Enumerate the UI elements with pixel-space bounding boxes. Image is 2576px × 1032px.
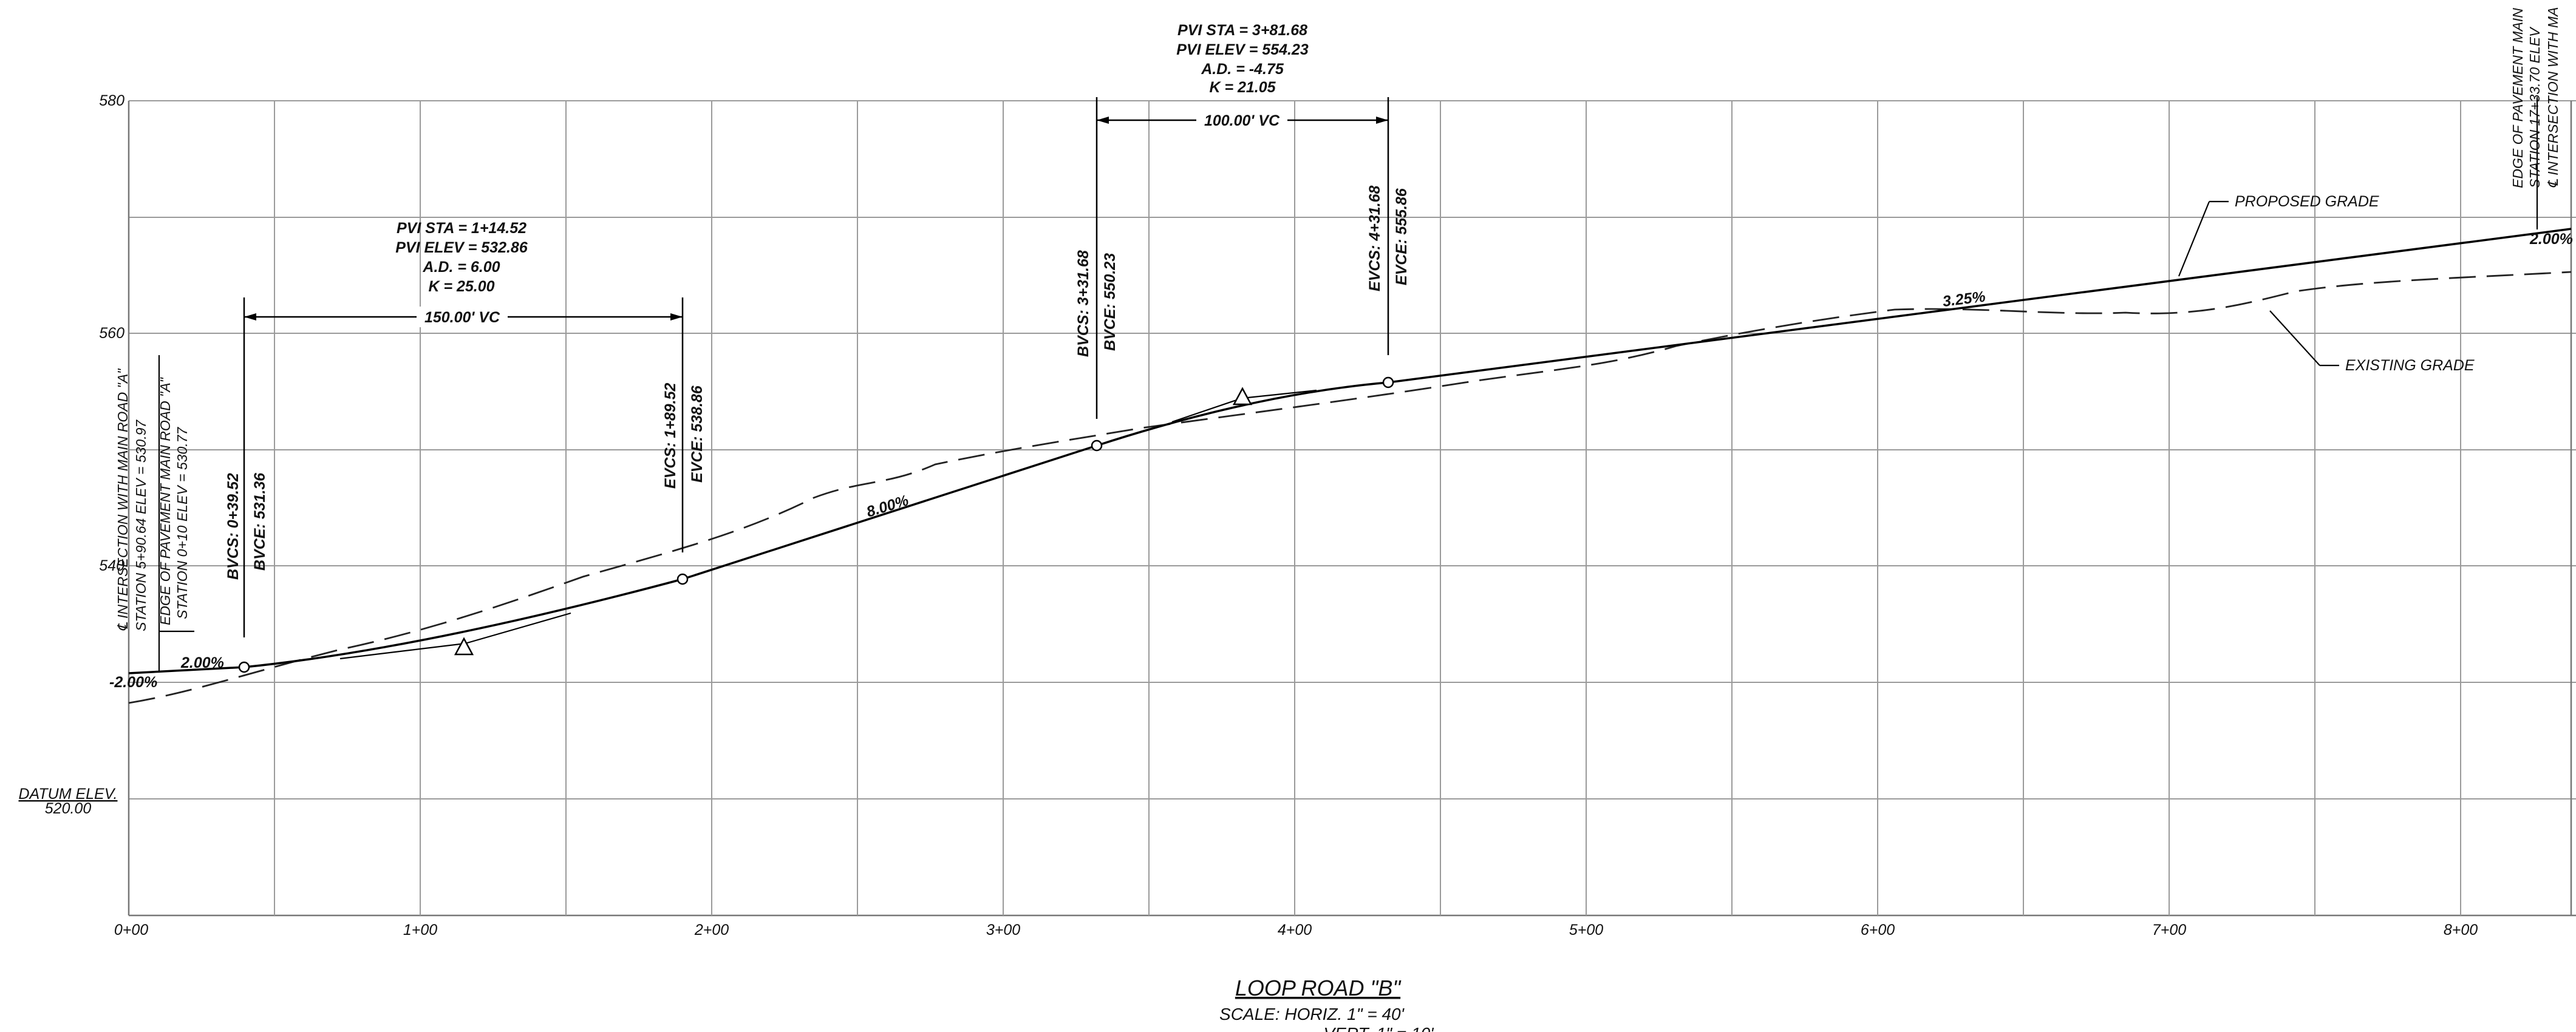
scale-vertical: VERT. 1" = 10' xyxy=(1323,1024,1434,1032)
curve1-bvcs: BVCS: 0+39.52 xyxy=(225,473,242,580)
grade-legend: PROPOSED GRADE EXISTING GRADE xyxy=(2178,193,2475,374)
station-tick: 0+00 xyxy=(114,922,148,939)
pvi-tangent-1b xyxy=(465,612,571,645)
proposed-grade-line xyxy=(128,228,2572,674)
station-tick: 1+00 xyxy=(403,922,437,939)
grade-end: 2.00% xyxy=(2529,231,2573,248)
datum-value: 520.00 xyxy=(45,800,92,817)
curve1-dim-label-bg xyxy=(417,307,508,327)
curve2-ad: A.D. = -4.75 xyxy=(1201,61,1284,78)
station-tick: 7+00 xyxy=(2152,922,2186,939)
end-note-station: STATION 17+33.70 ELEV xyxy=(2527,26,2543,188)
existing-grade-leader xyxy=(2269,310,2320,366)
curve2-evce: EVCE: 555.86 xyxy=(1393,188,1410,285)
curve2-bvcs: BVCS: 3+31.68 xyxy=(1075,250,1092,357)
pvi-triangle-1 xyxy=(454,637,474,656)
grade-labels: -2.00% 2.00% 8.00% 3.25% 2.00% xyxy=(109,231,2573,691)
curve1-bvce: BVCE: 531.36 xyxy=(251,472,268,571)
curve1-pvi-elev: PVI ELEV = 532.86 xyxy=(395,239,528,256)
curve-points xyxy=(238,376,1394,673)
station-tick: 8+00 xyxy=(2444,922,2478,939)
grade-start: 2.00% xyxy=(180,654,224,671)
elevation-tick-580: 580 xyxy=(99,92,124,109)
proposed-grade-leader xyxy=(2178,201,2210,277)
pvi-tangent-2b xyxy=(1241,389,1317,399)
curve2-pvi-elev: PVI ELEV = 554.23 xyxy=(1176,41,1309,58)
curve1-k: K = 25.00 xyxy=(428,278,494,295)
profile-grid xyxy=(128,100,2576,917)
pvi-tangent-1 xyxy=(339,642,466,660)
grade-upper: 3.25% xyxy=(1941,288,1986,310)
datum-label: DATUM ELEV. xyxy=(19,786,118,803)
evc-point-2 xyxy=(1382,376,1394,389)
start-note-edge-station: STATION 0+10 ELEV = 530.77 xyxy=(174,427,190,619)
pvi-tangent-2 xyxy=(1171,397,1242,423)
curve2-dim-arrow-right xyxy=(1376,117,1388,124)
curve2-dim-arrow-left xyxy=(1097,117,1109,124)
curve1-pvi-sta: PVI STA = 1+14.52 xyxy=(397,220,526,237)
curve1-dim-arrow-right xyxy=(670,313,683,321)
grade-middle: 8.00% xyxy=(865,492,911,521)
curve1-evcs: EVCS: 1+89.52 xyxy=(662,382,679,489)
bvc-point-2 xyxy=(1091,440,1103,452)
grade-start-left: -2.00% xyxy=(109,674,157,691)
evc-point-1 xyxy=(676,573,689,585)
elevation-tick-540: 540 xyxy=(99,557,124,574)
end-note-intersection: ℄ INTERSECTION WITH MA xyxy=(2545,7,2561,188)
start-note-intersection: ℄ INTERSECTION WITH MAIN ROAD "A" xyxy=(115,368,131,631)
curve2-evcs: EVCS: 4+31.68 xyxy=(1366,185,1383,291)
curve1-ad: A.D. = 6.00 xyxy=(422,259,500,276)
start-note-edge-pavement: EDGE OF PAVEMENT MAIN ROAD "A" xyxy=(157,376,173,625)
proposed-grade xyxy=(128,228,2572,674)
curve2-pvi-sta: PVI STA = 3+81.68 xyxy=(1177,22,1307,39)
station-tick: 5+00 xyxy=(1569,922,1603,939)
station-axis: 0+00 1+00 2+00 3+00 4+00 5+00 6+00 7+00 … xyxy=(114,922,2478,939)
pvi-triangle-2 xyxy=(1232,387,1253,406)
end-note-edge-pavement: EDGE OF PAVEMENT MAIN xyxy=(2510,8,2526,188)
curve1-vc-length: 150.00' VC xyxy=(424,309,500,326)
start-notes: ℄ INTERSECTION WITH MAIN ROAD "A" STATIO… xyxy=(115,355,194,673)
end-notes: EDGE OF PAVEMENT MAIN STATION 17+33.70 E… xyxy=(2510,7,2561,229)
curve2-annotation: PVI STA = 3+81.68 PVI ELEV = 554.23 A.D.… xyxy=(1075,22,1410,419)
start-note-station: STATION 5+90.64 ELEV = 530.97 xyxy=(133,419,149,631)
station-tick: 6+00 xyxy=(1861,922,1895,939)
existing-grade-label: EXISTING GRADE xyxy=(2345,357,2475,374)
scale-horizontal: SCALE: HORIZ. 1" = 40' xyxy=(1219,1005,1405,1024)
curve2-dim-label-bg xyxy=(1196,110,1287,131)
elevation-axis: 580 560 540 DATUM ELEV. 520.00 xyxy=(19,92,125,817)
existing-grade-line xyxy=(128,271,2572,704)
proposed-grade-label: PROPOSED GRADE xyxy=(2235,193,2379,210)
station-tick: 3+00 xyxy=(986,922,1020,939)
curve2-vc-length: 100.00' VC xyxy=(1204,112,1280,129)
station-tick: 4+00 xyxy=(1278,922,1312,939)
elevation-tick-560: 560 xyxy=(99,325,124,342)
bvc-point-1 xyxy=(238,661,250,673)
curve1-evce: EVCE: 538.86 xyxy=(689,385,706,483)
drawing-title: LOOP ROAD "B" SCALE: HORIZ. 1" = 40' VER… xyxy=(1219,976,1434,1032)
curve1-dim-arrow-left xyxy=(244,313,256,321)
station-tick: 2+00 xyxy=(694,922,729,939)
curve2-bvce: BVCE: 550.23 xyxy=(1102,253,1119,351)
curve1-annotation: PVI STA = 1+14.52 PVI ELEV = 532.86 A.D.… xyxy=(225,220,706,637)
profile-title: LOOP ROAD "B" xyxy=(1235,976,1402,1000)
curve2-k: K = 21.05 xyxy=(1209,79,1276,96)
